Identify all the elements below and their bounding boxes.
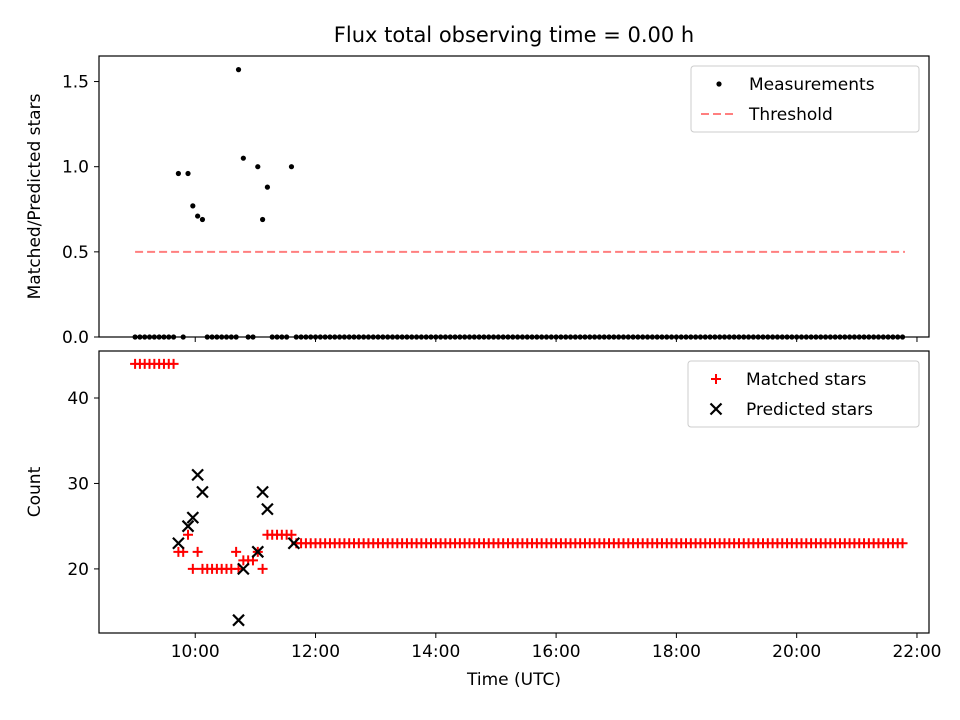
y-tick-label: 1.0 [62, 158, 89, 178]
data-point [256, 485, 269, 499]
data-point [168, 358, 179, 369]
data-point [186, 511, 200, 524]
data-point [897, 538, 908, 549]
data-point [192, 546, 203, 557]
data-point [195, 213, 201, 219]
panel-top-flux-ratio: 0.0 0.5 1.0 1.5 Matched/Predicted stars Measu… [25, 55, 930, 348]
y-tick-label: 20 [67, 560, 89, 580]
data-point [175, 170, 181, 177]
axes-frame [98, 350, 930, 634]
legend-label: Matched stars [746, 370, 866, 390]
data-point [288, 164, 295, 170]
legend-frame [687, 360, 920, 428]
chart-title: Flux total observing time = 0.00 h [334, 23, 694, 47]
legend-marker-matched [711, 374, 721, 384]
data-point [237, 562, 250, 576]
data-point [196, 485, 209, 499]
legend-frame [690, 65, 920, 133]
legend-label: Threshold [748, 105, 833, 125]
series-matched-stars [130, 358, 908, 574]
legend: Matched stars Predicted stars [687, 360, 920, 428]
axes-frame [98, 55, 930, 338]
y-axis-label: Count [25, 466, 45, 517]
data-point [240, 155, 246, 161]
x-tick-label: 18:00 [652, 642, 701, 662]
legend-marker-measurements [716, 81, 722, 87]
y-tick-label: 30 [67, 474, 89, 494]
legend-marker-predicted [709, 402, 723, 416]
data-point [199, 216, 206, 223]
data-point [183, 529, 194, 540]
x-tick-label: 22:00 [892, 642, 941, 662]
data-point [286, 529, 297, 540]
data-point [257, 563, 268, 574]
data-point [231, 546, 242, 557]
x-tick-label: 14:00 [411, 642, 460, 662]
y-tick-label: 0.5 [62, 243, 89, 263]
legend: Measurements Threshold [690, 65, 920, 133]
data-point [191, 468, 204, 482]
data-point [185, 170, 191, 177]
data-point [235, 67, 242, 73]
y-tick-label: 40 [67, 389, 89, 409]
data-point [264, 184, 271, 190]
y-axis-label: Matched/Predicted stars [25, 93, 45, 299]
data-point [251, 545, 265, 559]
data-point [259, 216, 266, 223]
data-point [261, 502, 274, 516]
x-tick-label: 10:00 [171, 642, 220, 662]
y-tick-label: 0.0 [62, 328, 89, 348]
x-tick-label: 16:00 [532, 642, 581, 662]
y-tick-label: 1.5 [62, 73, 89, 93]
legend-label: Predicted stars [746, 400, 873, 420]
data-point [181, 519, 195, 533]
x-tick-label: 20:00 [772, 642, 821, 662]
x-axis-label: Time (UTC) [466, 670, 561, 690]
series-predicted-stars [172, 468, 301, 627]
data-point [232, 613, 245, 627]
data-point [287, 536, 301, 550]
panel-bottom-counts: 10:00 12:00 14:00 16:00 18:00 20:00 22:00 20 30 4… [25, 350, 941, 690]
data-point [190, 203, 196, 209]
data-point [187, 563, 198, 574]
data-point [255, 164, 261, 170]
data-point [172, 536, 185, 550]
x-tick-label: 12:00 [291, 642, 340, 662]
legend-label: Measurements [749, 75, 875, 95]
